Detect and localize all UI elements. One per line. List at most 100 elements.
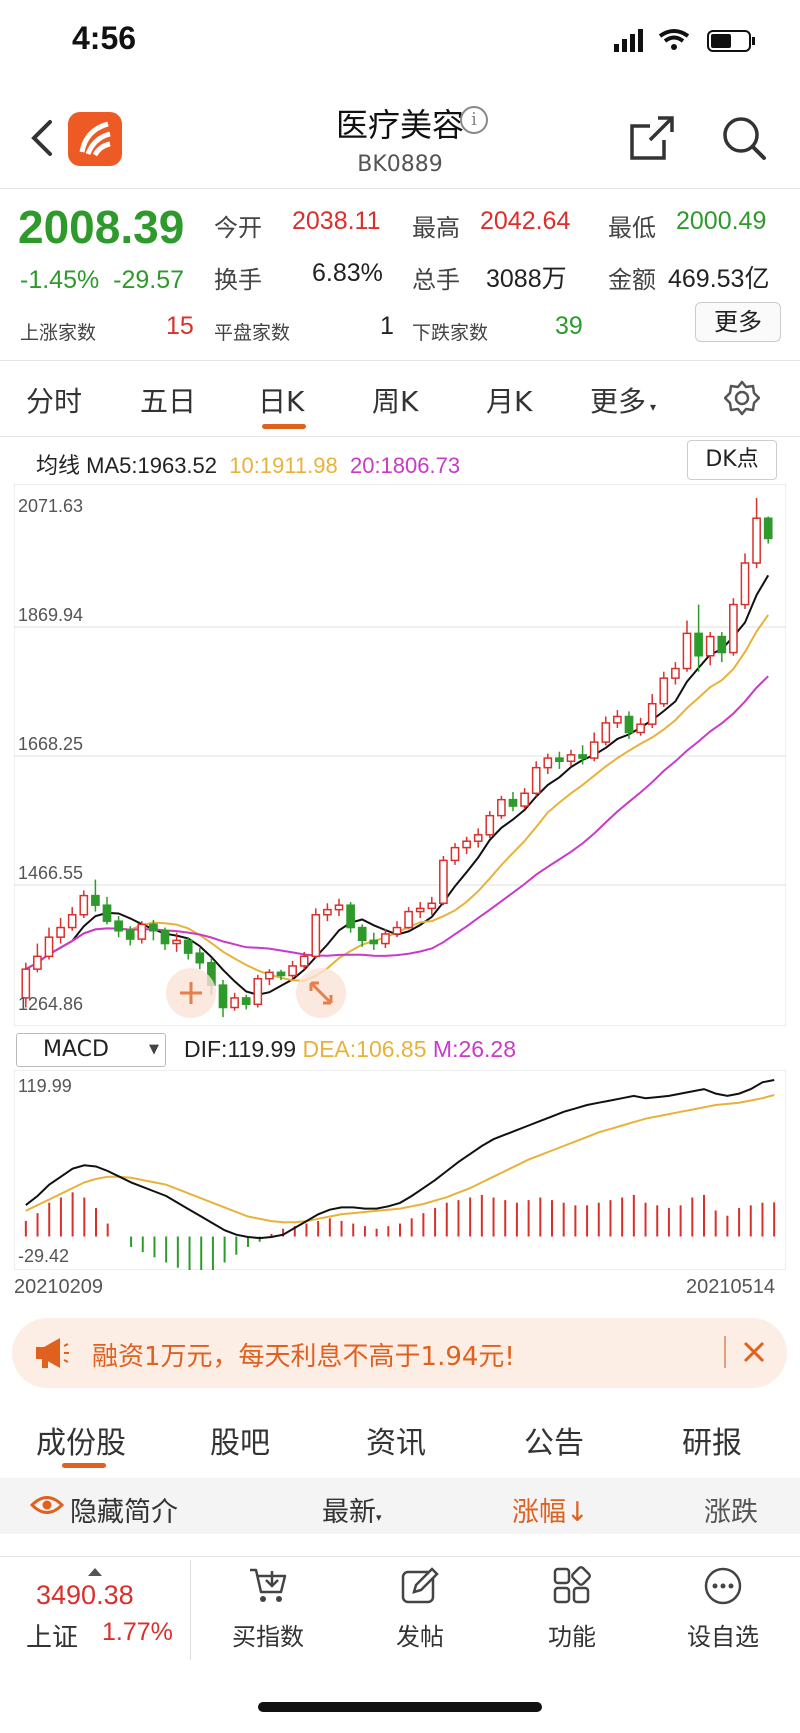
promo-divider <box>724 1336 726 1368</box>
candle <box>334 904 344 911</box>
x-axis-end: 20210514 <box>686 1276 775 1298</box>
y-tick-label: 1466.55 <box>18 863 83 883</box>
high-label: 最高 <box>412 214 460 242</box>
candle <box>555 757 564 763</box>
indicator-select[interactable]: MACD ▼ <box>16 1033 166 1067</box>
high-value: 2042.64 <box>480 207 571 235</box>
share-icon[interactable] <box>628 114 676 162</box>
candle <box>578 754 587 759</box>
settings-icon[interactable] <box>723 380 761 416</box>
index-value[interactable]: 3490.38 <box>36 1580 134 1610</box>
tab-research[interactable]: 研报 <box>682 1426 742 1461</box>
amount-label: 金额 <box>608 266 656 294</box>
more-button[interactable]: 更多 <box>695 302 781 342</box>
close-icon[interactable] <box>742 1340 766 1364</box>
candle <box>102 904 112 922</box>
crosshair-button[interactable] <box>166 968 216 1018</box>
change-pct: -1.45% <box>20 266 100 294</box>
dea-value: DEA:106.85 <box>302 1036 427 1062</box>
tab-five-day[interactable]: 五日 <box>140 385 197 418</box>
search-icon[interactable] <box>720 114 768 162</box>
divider <box>190 1560 191 1660</box>
candle <box>601 722 611 743</box>
grid-icon <box>552 1566 592 1606</box>
candle <box>346 904 355 929</box>
nav-buy-index[interactable]: 买指数 <box>232 1623 304 1651</box>
amount-value: 469.53亿 <box>668 265 770 293</box>
nav-post[interactable]: 发帖 <box>396 1623 444 1651</box>
caret-down-icon: ▾ <box>650 400 657 414</box>
tab-more-label: 更多 <box>590 385 647 418</box>
candlestick-chart[interactable]: 2071.63 1869.94 1668.25 1466.55 1264.86 <box>14 484 786 1026</box>
hide-intro-toggle[interactable]: 隐藏简介 <box>70 1497 178 1528</box>
candle <box>241 997 251 1006</box>
dea-line <box>25 1094 775 1224</box>
ma5-value: MA5:1963.52 <box>86 453 218 478</box>
candle <box>56 926 65 938</box>
candle <box>357 926 367 942</box>
candle <box>323 908 332 916</box>
macd-legend: DIF:119.99 DEA:106.85 M:26.28 <box>184 1036 516 1063</box>
candle <box>265 971 274 980</box>
nav-add-watchlist[interactable]: 设自选 <box>687 1623 759 1651</box>
tab-intraday[interactable]: 分时 <box>26 385 83 418</box>
candle <box>79 894 89 916</box>
eye-icon[interactable] <box>29 1494 65 1516</box>
candle <box>195 952 205 964</box>
more-dots-icon <box>703 1566 743 1606</box>
candle <box>33 955 42 970</box>
tab-weekly-k[interactable]: 周K <box>372 385 419 418</box>
macd-chart[interactable]: 119.99 -29.42 <box>14 1070 786 1270</box>
candle <box>485 814 495 836</box>
tab-forum[interactable]: 股吧 <box>210 1426 270 1461</box>
candle <box>543 757 553 769</box>
candle <box>67 914 77 929</box>
sort-latest[interactable]: 最新▾ <box>322 1490 382 1529</box>
flat-count: 1 <box>380 312 394 340</box>
status-time: 4:56 <box>72 20 137 56</box>
open-value: 2038.11 <box>292 207 381 235</box>
dif-value: DIF:119.99 <box>184 1036 297 1062</box>
y-tick-label: 1264.86 <box>18 994 83 1014</box>
app-logo-icon <box>68 112 122 166</box>
tab-more[interactable]: 更多 ▾ <box>590 380 656 420</box>
candle <box>682 632 692 670</box>
back-icon[interactable] <box>28 118 58 158</box>
y-tick-label: 1668.25 <box>18 734 83 754</box>
candle <box>439 859 448 905</box>
candle <box>531 766 541 795</box>
candle <box>659 677 669 705</box>
tab-constituents[interactable]: 成份股 <box>36 1426 126 1461</box>
candle <box>763 517 773 540</box>
candle <box>694 632 703 657</box>
divider <box>0 436 800 437</box>
divider <box>0 360 800 361</box>
y-tick-label: 1869.94 <box>18 605 83 625</box>
sort-change-abs[interactable]: 涨跌 <box>704 1497 758 1528</box>
candle <box>508 798 518 807</box>
candle <box>497 798 506 817</box>
tab-daily-k[interactable]: 日K <box>258 385 305 418</box>
tab-news[interactable]: 资讯 <box>366 1426 426 1461</box>
tab-announcements[interactable]: 公告 <box>524 1426 584 1461</box>
dk-point-button[interactable]: DK点 <box>687 440 777 480</box>
expand-up-icon[interactable] <box>88 1562 102 1576</box>
home-indicator[interactable] <box>258 1702 542 1712</box>
candle <box>230 997 239 1009</box>
ma20-value: 20:1806.73 <box>349 453 461 478</box>
low-value: 2000.49 <box>676 207 767 235</box>
candle <box>183 939 193 954</box>
candle <box>729 603 738 654</box>
sort-change-pct[interactable]: 涨幅↓ <box>512 1490 589 1529</box>
candle <box>172 939 181 945</box>
tab-monthly-k[interactable]: 月K <box>486 385 533 418</box>
nav-functions[interactable]: 功能 <box>548 1623 596 1651</box>
promo-banner[interactable] <box>12 1318 787 1388</box>
candle <box>636 723 645 734</box>
info-icon[interactable]: i <box>460 106 488 134</box>
candle <box>311 914 321 958</box>
expand-button[interactable] <box>296 968 346 1018</box>
candle <box>752 517 761 564</box>
page-title: 医疗美容 <box>335 106 464 144</box>
candle <box>520 792 529 807</box>
